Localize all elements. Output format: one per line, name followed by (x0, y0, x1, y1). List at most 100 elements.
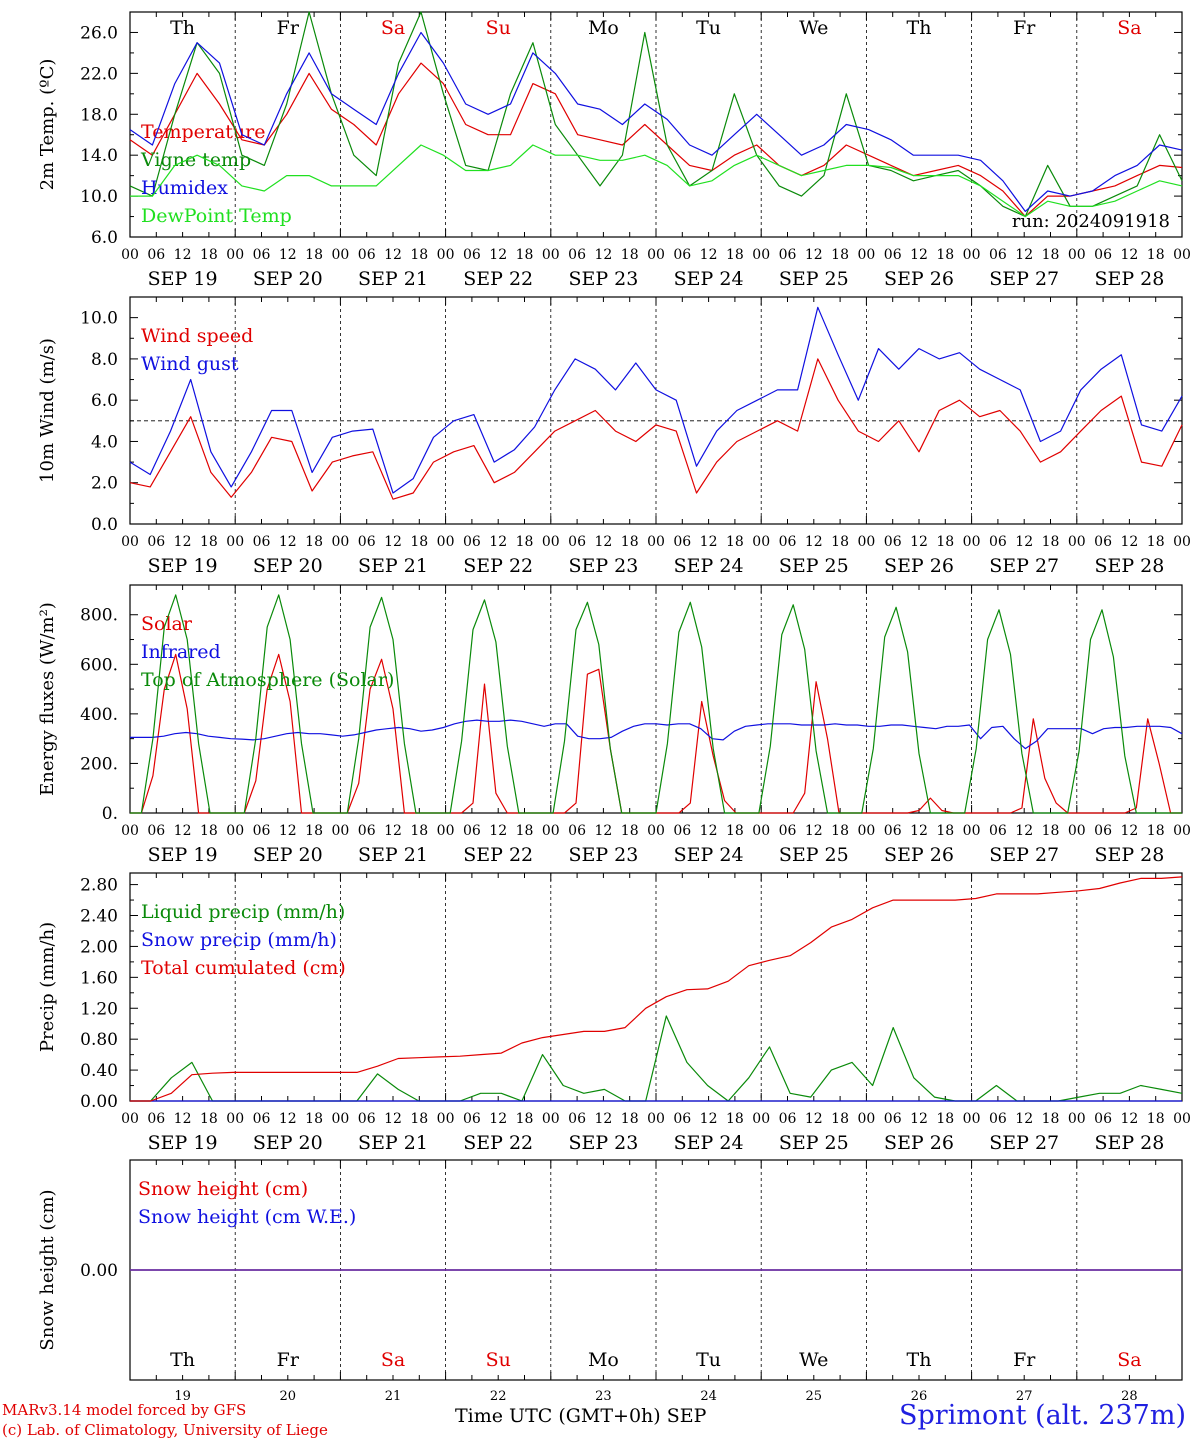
weekday-label: Th (170, 1349, 195, 1371)
legend-entry: Wind gust (141, 353, 239, 375)
hour-tick-label: 00 (437, 1111, 455, 1127)
hour-tick-label: 00 (963, 1111, 981, 1127)
hour-tick-label: 00 (1068, 1111, 1086, 1127)
hour-tick-label: 00 (752, 534, 770, 550)
date-label: SEP 26 (884, 844, 954, 866)
y-tick-label: 400. (80, 705, 118, 725)
y-axis-label: Precip (mm/h) (37, 922, 58, 1052)
day-number-label: 28 (1121, 1389, 1138, 1404)
hour-tick-label: 18 (621, 823, 639, 839)
hour-tick-label: 00 (963, 534, 981, 550)
hour-tick-label: 12 (805, 247, 823, 263)
hour-tick-label: 12 (489, 534, 507, 550)
hour-tick-label: 12 (489, 823, 507, 839)
hour-tick-label: 12 (279, 1111, 297, 1127)
y-axis-label: Energy fluxes (W/m²) (37, 602, 58, 796)
legend-entry: Snow precip (mm/h) (141, 929, 337, 951)
y-tick-label: 2.40 (80, 907, 118, 927)
hour-tick-label: 06 (779, 1111, 797, 1127)
hour-tick-label: 12 (279, 823, 297, 839)
station-name: Sprimont (alt. 237m) (899, 1400, 1186, 1431)
hour-tick-label: 18 (831, 534, 849, 550)
hour-tick-label: 18 (831, 247, 849, 263)
hour-tick-label: 18 (410, 247, 428, 263)
hour-tick-label: 18 (726, 823, 744, 839)
hour-tick-label: 06 (779, 823, 797, 839)
hour-tick-label: 06 (568, 534, 586, 550)
hour-tick-label: 18 (1042, 823, 1060, 839)
legend-entry: Solar (141, 613, 193, 635)
y-tick-label: 8.0 (91, 350, 118, 370)
hour-tick-label: 00 (647, 247, 665, 263)
hour-tick-label: 00 (331, 247, 349, 263)
date-label: SEP 25 (779, 555, 849, 577)
weekday-label: Fr (1013, 1349, 1036, 1371)
day-number-label: 20 (280, 1389, 297, 1404)
panel-frame (129, 11, 1183, 238)
hour-tick-label: 12 (700, 534, 718, 550)
hour-tick-label: 06 (779, 247, 797, 263)
hour-tick-label: 18 (1147, 534, 1165, 550)
hour-tick-label: 18 (621, 247, 639, 263)
hour-tick-label: 00 (963, 823, 981, 839)
time-axis-caption-text: Time UTC (GMT+0h) (455, 1405, 661, 1427)
chart-panel-4: 0.00 0.40 0.80 1.20 1.60 2.00 2.40 2.80 Precip (… (37, 872, 1191, 1154)
date-label: SEP 21 (358, 1132, 428, 1154)
day-number-label: 27 (1016, 1389, 1033, 1404)
hour-tick-label: 18 (410, 1111, 428, 1127)
hour-tick-label: 18 (831, 1111, 849, 1127)
hour-tick-label: 06 (884, 823, 902, 839)
hour-tick-label: 12 (174, 247, 192, 263)
hour-tick-label: 00 (437, 247, 455, 263)
date-label: SEP 24 (674, 844, 744, 866)
date-label: SEP 23 (568, 844, 638, 866)
date-label: SEP 27 (989, 1132, 1059, 1154)
hour-tick-label: 12 (700, 823, 718, 839)
date-label: SEP 27 (989, 268, 1059, 290)
hour-tick-label: 06 (568, 823, 586, 839)
hour-tick-label: 06 (463, 534, 481, 550)
hour-tick-label: 06 (989, 247, 1007, 263)
hour-tick-label: 18 (1042, 1111, 1060, 1127)
weekday-label: Fr (277, 1349, 300, 1371)
hour-tick-label: 00 (1173, 823, 1191, 839)
weekday-label: Th (907, 1349, 932, 1371)
hour-tick-label: 18 (726, 247, 744, 263)
hour-tick-label: 00 (1173, 534, 1191, 550)
y-tick-label: 6.0 (91, 228, 118, 248)
hour-tick-label: 12 (594, 1111, 612, 1127)
date-label: SEP 23 (568, 1132, 638, 1154)
hour-tick-label: 06 (253, 247, 271, 263)
series-line-wind-gust (129, 306, 1183, 494)
weekday-label: Th (907, 17, 932, 39)
hour-tick-label: 12 (700, 1111, 718, 1127)
hour-tick-label: 18 (305, 1111, 323, 1127)
hour-tick-label: 12 (805, 1111, 823, 1127)
weekday-label: Sa (381, 1349, 405, 1371)
y-tick-label: 18.0 (80, 105, 118, 125)
date-label: SEP 24 (674, 1132, 744, 1154)
hour-tick-label: 18 (1147, 823, 1165, 839)
model-credit: MARv3.14 model forced by GFS (2, 1401, 247, 1419)
hour-tick-label: 12 (1015, 247, 1033, 263)
hour-tick-label: 18 (831, 823, 849, 839)
chart-panel-2: 0.0 2.0 4.0 6.0 8.0 10.0 10m Wind (m/s) Wind sp… (37, 296, 1191, 577)
hour-tick-label: 06 (673, 247, 691, 263)
hour-tick-label: 18 (200, 1111, 218, 1127)
weekday-label: Th (170, 17, 195, 39)
hour-tick-label: 12 (594, 823, 612, 839)
hour-tick-label: 00 (857, 247, 875, 263)
hour-tick-label: 12 (910, 247, 928, 263)
hour-tick-label: 06 (568, 247, 586, 263)
series-line-wind-speed (129, 358, 1183, 500)
y-tick-label: 14.0 (80, 146, 118, 166)
hour-tick-label: 18 (726, 1111, 744, 1127)
weekday-label: Su (486, 1349, 511, 1371)
hour-tick-label: 00 (226, 247, 244, 263)
hour-tick-label: 18 (516, 1111, 534, 1127)
date-label: SEP 28 (1094, 555, 1164, 577)
date-label: SEP 25 (779, 1132, 849, 1154)
hour-tick-label: 00 (437, 823, 455, 839)
series-line-temperature (129, 62, 1183, 218)
date-label: SEP 19 (148, 555, 218, 577)
